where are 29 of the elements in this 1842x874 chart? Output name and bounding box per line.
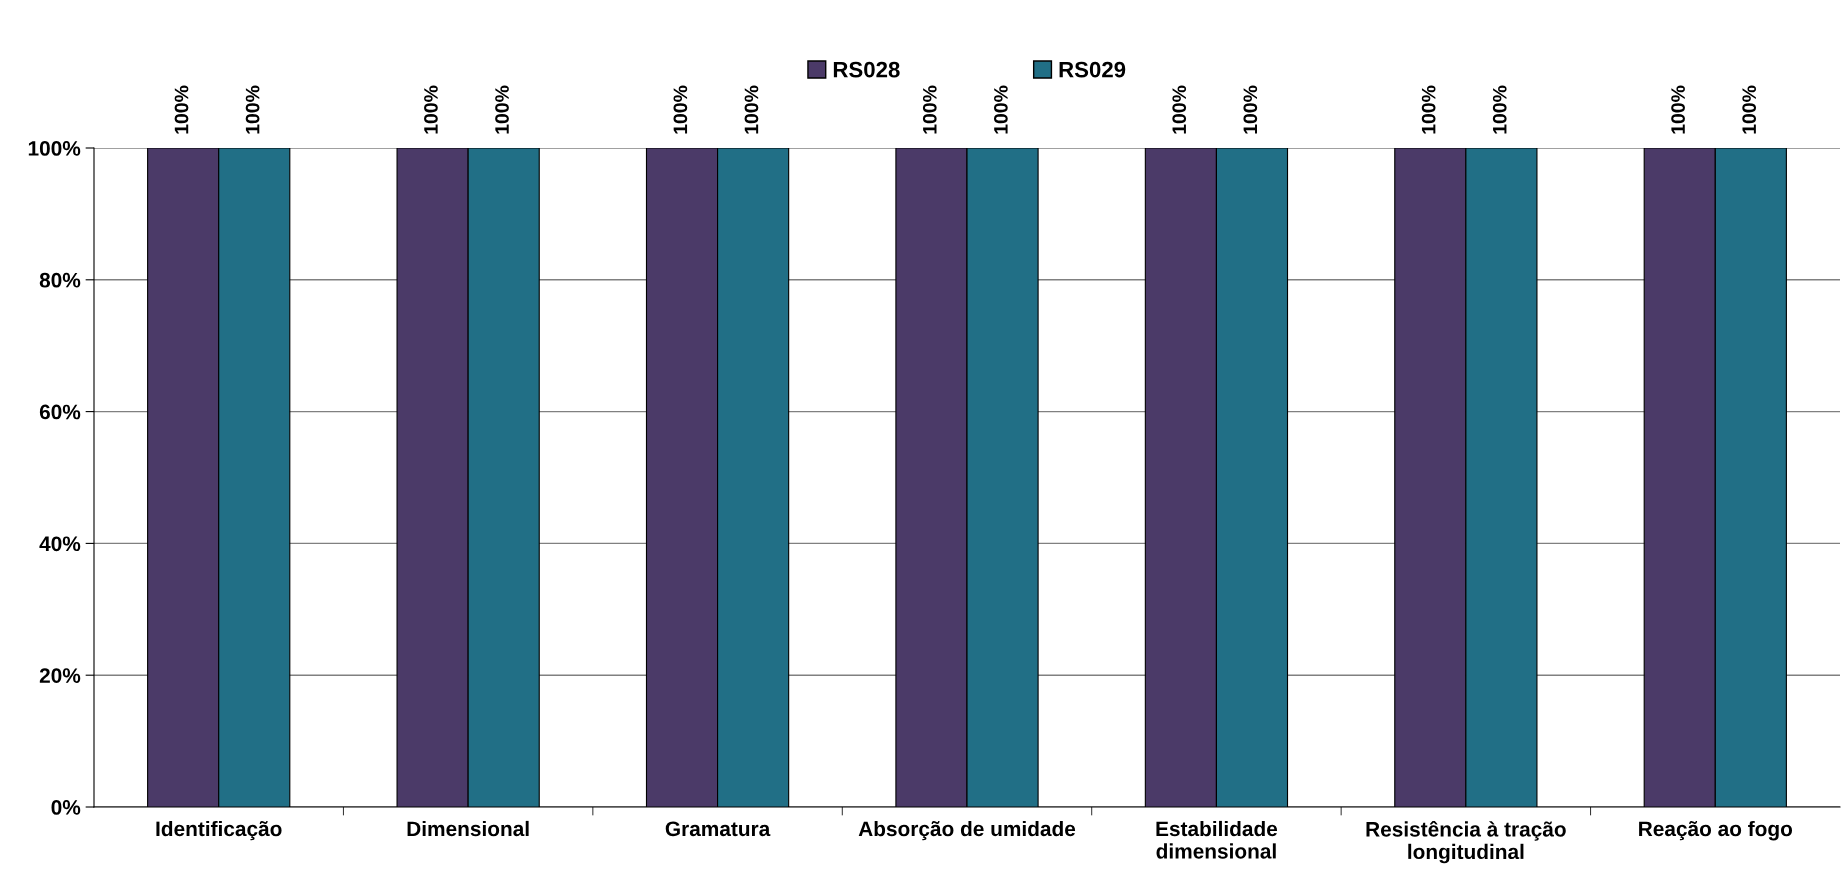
y-tick-label: 40% bbox=[39, 536, 81, 552]
x-tick-label: Estabilidade dimensional bbox=[1156, 820, 1278, 859]
data-label: 100% bbox=[1243, 85, 1258, 134]
x-tick-label: Resistência à tração longitudinal bbox=[1366, 820, 1566, 864]
data-label: 100% bbox=[1671, 85, 1685, 134]
data-label: 100% bbox=[1742, 85, 1757, 134]
data-label: 100% bbox=[1172, 85, 1187, 134]
data-label: 100% bbox=[174, 85, 189, 134]
data-label: 100% bbox=[744, 85, 759, 134]
data-label: 100% bbox=[993, 85, 1008, 134]
x-tick-label: Gramatura bbox=[665, 821, 771, 837]
y-tick-label: 0% bbox=[51, 800, 81, 815]
data-label: 100% bbox=[1492, 85, 1507, 134]
x-tick-label: Identificação bbox=[156, 820, 282, 841]
data-label: 100% bbox=[1421, 85, 1436, 134]
legend-label: RS028 bbox=[833, 61, 900, 78]
legend-label: RS029 bbox=[1059, 61, 1126, 78]
x-tick-label: Absorção de umidade bbox=[858, 820, 1076, 841]
data-label: 100% bbox=[424, 85, 438, 134]
y-tick-label: 60% bbox=[39, 404, 81, 420]
y-tick-label: 100% bbox=[28, 141, 81, 156]
data-label: 100% bbox=[245, 85, 260, 134]
data-label: 100% bbox=[495, 85, 509, 134]
x-tick-label: Reação ao fogo bbox=[1639, 820, 1793, 841]
data-label: 100% bbox=[673, 85, 688, 134]
y-tick-label: 80% bbox=[39, 272, 81, 288]
x-tick-label: Dimensional bbox=[407, 820, 529, 837]
y-tick-label: 20% bbox=[39, 668, 81, 683]
data-label: 100% bbox=[922, 85, 937, 134]
